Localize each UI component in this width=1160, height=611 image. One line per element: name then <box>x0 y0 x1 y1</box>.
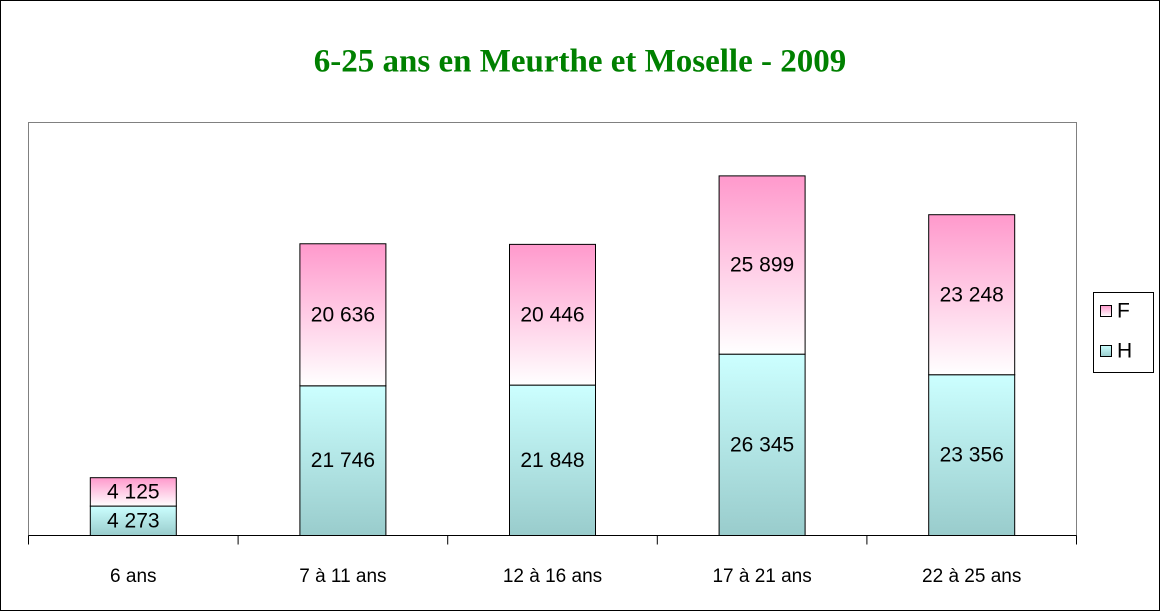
data-label: 20 446 <box>520 303 584 326</box>
bar-segment <box>89 505 177 537</box>
legend-label: H <box>1117 340 1132 363</box>
bar-segment <box>718 175 806 355</box>
data-label: 21 848 <box>520 449 584 472</box>
data-label: 21 746 <box>311 449 375 472</box>
legend-swatch <box>1100 345 1112 357</box>
bar-segment <box>299 385 387 536</box>
x-tick-label: 17 à 21 ans <box>712 566 811 587</box>
bar-segment <box>928 214 1016 376</box>
data-label: 20 636 <box>311 303 375 326</box>
bar-segment <box>509 384 596 537</box>
x-tick-label: 6 ans <box>110 566 156 587</box>
data-label: 23 356 <box>940 444 1004 467</box>
data-label: 26 345 <box>730 433 794 456</box>
legend-swatch <box>1100 305 1112 317</box>
bar-segment <box>718 353 806 536</box>
data-label: 23 248 <box>940 283 1004 306</box>
bar-segment <box>928 374 1016 537</box>
data-label: 4 273 <box>107 509 160 532</box>
legend-label: F <box>1117 300 1130 323</box>
bar-segment <box>89 477 177 507</box>
bar-segment <box>509 243 596 386</box>
data-label: 4 125 <box>107 480 160 503</box>
chart-title: 6-25 ans en Meurthe et Moselle - 2009 <box>314 44 846 80</box>
x-tick-label: 22 à 25 ans <box>922 566 1021 587</box>
x-tick-label: 7 à 11 ans <box>299 566 386 587</box>
data-label: 25 899 <box>730 254 794 277</box>
bar-segment <box>299 243 387 387</box>
x-tick-label: 12 à 16 ans <box>503 566 602 587</box>
